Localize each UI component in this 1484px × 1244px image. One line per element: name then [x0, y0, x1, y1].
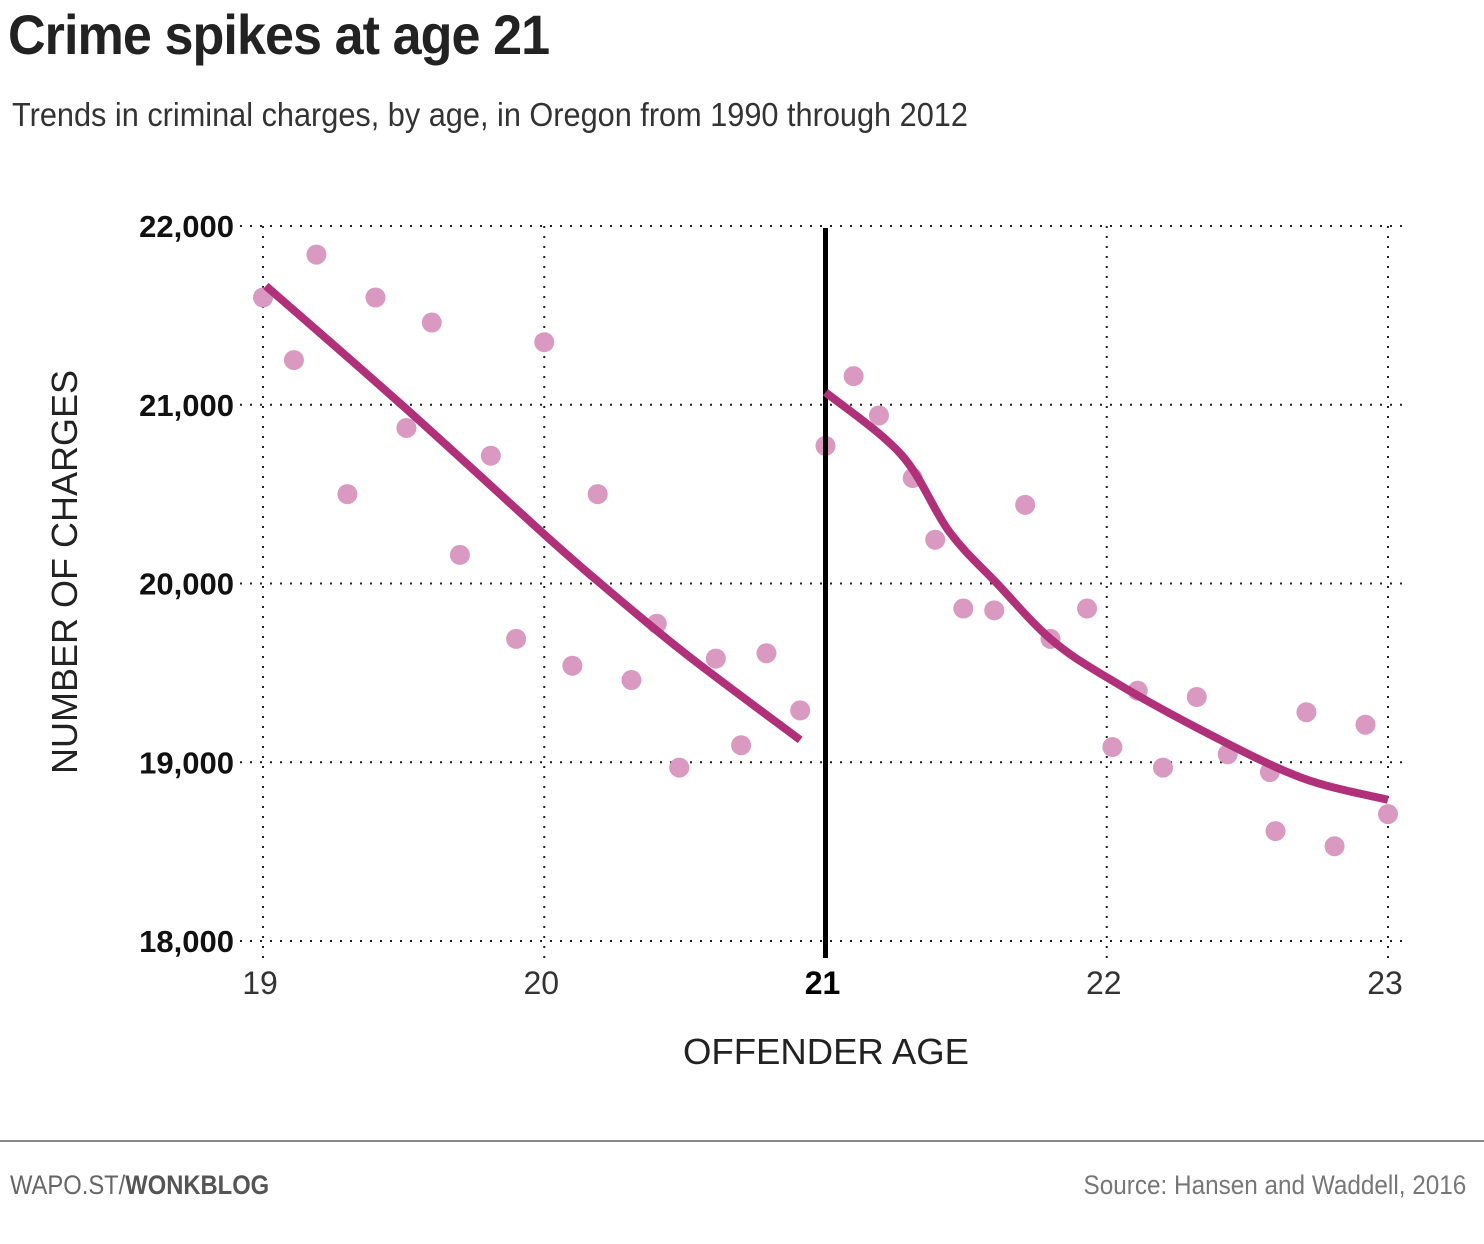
x-tick-label: 20 — [523, 965, 559, 1001]
data-point — [669, 757, 690, 778]
data-point — [621, 670, 642, 691]
credit-bold: WONKBLOG — [125, 1170, 270, 1200]
data-point — [534, 332, 555, 353]
credit-prefix: WAPO.ST/ — [10, 1170, 126, 1200]
data-point — [984, 600, 1005, 621]
data-point — [337, 484, 358, 505]
fit-line — [263, 282, 803, 744]
x-tick-label: 21 — [805, 965, 841, 1001]
chart-title: Crime spikes at age 21 — [8, 3, 550, 66]
data-point — [1077, 598, 1098, 619]
y-axis-label: NUMBER OF CHARGES — [44, 370, 85, 774]
y-tick-label: 22,000 — [139, 209, 234, 244]
data-point — [449, 544, 470, 565]
data-point — [365, 287, 386, 308]
data-point — [1153, 757, 1173, 778]
y-tick-label: 19,000 — [139, 745, 234, 780]
data-point — [283, 350, 304, 371]
data-point — [306, 244, 327, 265]
data-point — [421, 312, 442, 333]
data-point — [1015, 494, 1036, 515]
footer-credit[interactable]: WAPO.ST/WONKBLOG — [10, 1170, 269, 1201]
footer-divider — [0, 1140, 1484, 1142]
data-point — [756, 643, 777, 664]
data-point — [868, 405, 889, 426]
source-note: Source: Hansen and Waddell, 2016 — [1083, 1170, 1466, 1200]
y-tick-label: 21,000 — [139, 388, 234, 423]
data-point — [1324, 836, 1345, 857]
data-point — [506, 628, 527, 649]
data-points — [253, 244, 1398, 857]
data-point — [480, 445, 501, 466]
data-point — [925, 529, 946, 550]
data-point — [843, 366, 864, 387]
data-point — [953, 598, 974, 619]
y-tick-label: 18,000 — [139, 924, 234, 959]
data-point — [1186, 687, 1207, 708]
data-point — [705, 648, 726, 669]
y-tick-label: 20,000 — [139, 567, 234, 602]
fit-lines — [263, 282, 1389, 804]
data-point — [587, 484, 608, 505]
data-point — [1378, 804, 1398, 825]
x-tick-label: 22 — [1086, 965, 1122, 1001]
data-point — [731, 735, 752, 756]
x-tick-label: 19 — [242, 965, 278, 1001]
chart-subtitle: Trends in criminal charges, by age, in O… — [12, 96, 968, 133]
x-axis-label: OFFENDER AGE — [683, 1031, 969, 1072]
data-point — [790, 700, 811, 721]
data-point — [562, 655, 583, 676]
data-point — [1265, 821, 1286, 842]
data-point — [396, 417, 417, 438]
data-point — [1296, 702, 1317, 723]
fit-line — [822, 389, 1389, 804]
x-tick-label: 23 — [1367, 965, 1403, 1001]
data-point — [1102, 737, 1123, 758]
data-point — [1355, 714, 1376, 735]
